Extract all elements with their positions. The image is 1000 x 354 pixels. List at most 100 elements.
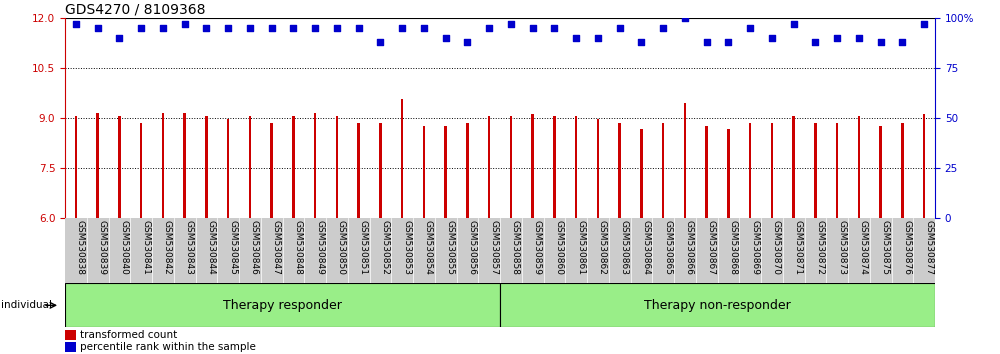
Bar [814,123,817,218]
Point [525,25,541,30]
Bar [401,99,403,218]
Text: GSM530852: GSM530852 [380,220,389,275]
Text: GSM530877: GSM530877 [924,220,933,275]
Bar [75,116,77,218]
Point [264,25,280,30]
Text: GSM530876: GSM530876 [902,220,911,275]
Bar [597,119,599,218]
Text: GSM530857: GSM530857 [489,220,498,275]
Text: GSM530858: GSM530858 [511,220,520,275]
Point [503,21,519,27]
Bar [336,116,338,218]
Bar [836,123,838,218]
Bar [575,116,577,218]
Point [394,25,410,30]
Point [220,25,236,30]
Point [177,21,193,27]
Bar [488,116,490,218]
Text: GSM530840: GSM530840 [119,220,128,275]
Text: GSM530862: GSM530862 [598,220,607,275]
Text: transformed count: transformed count [80,330,178,340]
Bar [118,116,121,218]
Text: GSM530853: GSM530853 [402,220,411,275]
Point [916,21,932,27]
Point [851,35,867,41]
Text: GSM530868: GSM530868 [728,220,737,275]
Point [807,39,823,45]
Bar [901,123,904,218]
Point [372,39,388,45]
Text: GSM530851: GSM530851 [359,220,368,275]
Bar [444,126,447,218]
Text: GSM530872: GSM530872 [815,220,824,275]
Text: GSM530839: GSM530839 [98,220,107,275]
Point [329,25,345,30]
Bar [292,116,295,218]
Text: GSM530867: GSM530867 [707,220,716,275]
Bar [531,114,534,218]
Point [459,39,475,45]
Text: GSM530849: GSM530849 [315,220,324,275]
Point [133,25,149,30]
Bar [662,123,664,218]
Text: GSM530848: GSM530848 [293,220,302,275]
Text: GSM530861: GSM530861 [576,220,585,275]
Point [155,25,171,30]
Point [633,39,649,45]
Point [416,25,432,30]
Text: GSM530850: GSM530850 [337,220,346,275]
Point [829,35,845,41]
Bar [684,103,686,218]
Bar [618,123,621,218]
Bar [162,113,164,218]
Text: GSM530856: GSM530856 [467,220,476,275]
Point [720,39,736,45]
Bar [357,123,360,218]
Point [764,35,780,41]
Point [590,35,606,41]
Text: GSM530854: GSM530854 [424,220,433,275]
Point [111,35,127,41]
Bar [749,123,751,218]
Point [742,25,758,30]
Bar [771,123,773,218]
Text: GSM530846: GSM530846 [250,220,259,275]
Point [198,25,214,30]
Bar [923,114,925,218]
Text: GSM530838: GSM530838 [76,220,85,275]
Bar [423,126,425,218]
Text: GSM530855: GSM530855 [446,220,455,275]
Point [438,35,454,41]
Point [68,21,84,27]
Bar [314,113,316,218]
Bar [140,123,142,218]
Point [699,39,715,45]
Point [307,25,323,30]
Point [568,35,584,41]
Text: GSM530860: GSM530860 [554,220,563,275]
Bar [270,123,273,218]
Text: GSM530869: GSM530869 [750,220,759,275]
Text: GDS4270 / 8109368: GDS4270 / 8109368 [65,2,206,17]
Point [677,15,693,21]
Bar [792,116,795,218]
Point [612,25,628,30]
Bar [705,126,708,218]
Text: GSM530873: GSM530873 [837,220,846,275]
Text: GSM530866: GSM530866 [685,220,694,275]
Point [873,39,889,45]
Point [285,25,301,30]
Bar [65,342,76,352]
Text: GSM530865: GSM530865 [663,220,672,275]
Bar [858,116,860,218]
Text: GSM530841: GSM530841 [141,220,150,275]
Point [786,21,802,27]
Text: individual: individual [1,300,52,310]
Text: GSM530870: GSM530870 [772,220,781,275]
Bar [205,116,208,218]
Bar [727,129,730,218]
Text: GSM530871: GSM530871 [794,220,803,275]
Bar [227,119,229,218]
Text: GSM530843: GSM530843 [185,220,194,275]
Point [894,39,910,45]
